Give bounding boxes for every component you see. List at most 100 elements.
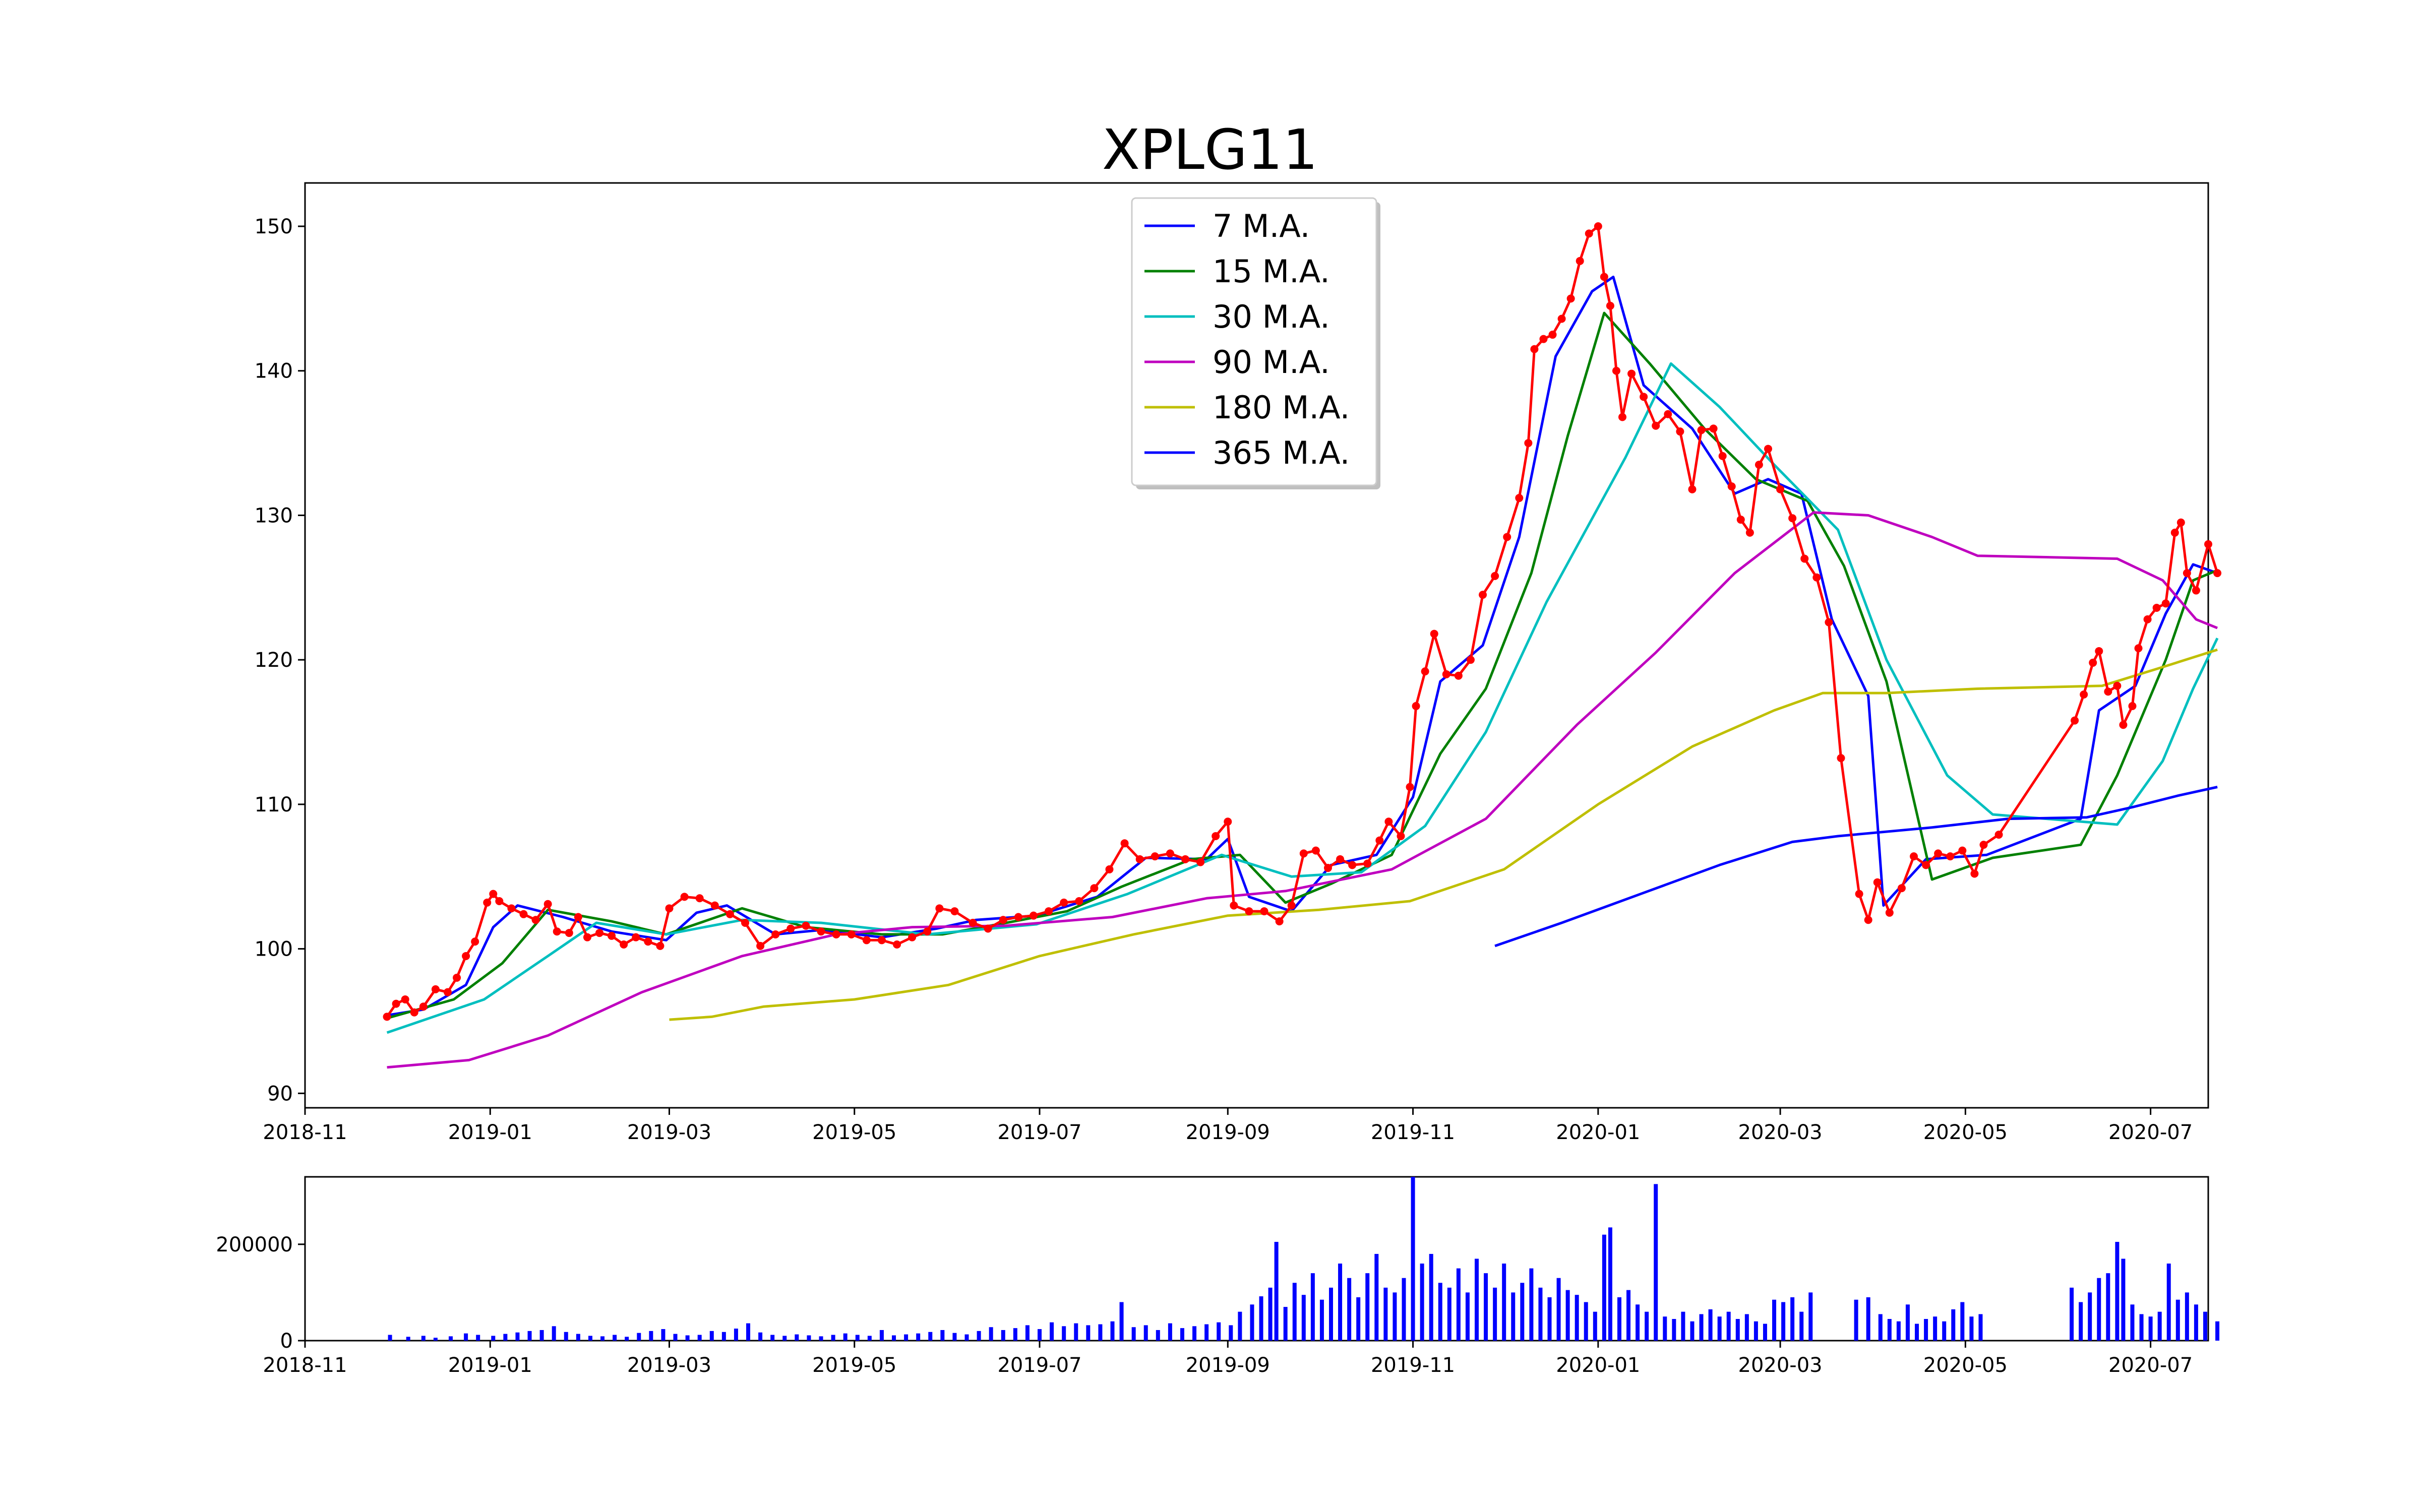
volume-bar: [989, 1327, 993, 1341]
volume-bar: [1484, 1273, 1488, 1341]
price-point: [1245, 907, 1253, 916]
volume-bar: [476, 1335, 480, 1341]
series-line-365-m-a: [1494, 786, 2218, 948]
price-point: [1688, 485, 1697, 493]
price-point: [1664, 410, 1672, 418]
price-point: [2213, 569, 2222, 578]
legend-label: 180 M.A.: [1213, 389, 1350, 426]
price-point: [2134, 644, 2143, 653]
volume-bar: [1204, 1324, 1209, 1341]
x-tick-label: 2019-09: [1186, 1354, 1270, 1377]
volume-x-ticks: 2018-11 2019-01 2019-03 2019-05 2019-07 2019-…: [263, 1341, 2193, 1377]
volume-bar: [1013, 1328, 1017, 1341]
price-point: [832, 930, 840, 938]
volume-bar: [1098, 1324, 1103, 1341]
volume-bar: [1292, 1283, 1297, 1341]
price-point: [1800, 554, 1809, 563]
y-tick-label: 90: [267, 1082, 293, 1105]
price-point: [756, 941, 765, 950]
volume-bar: [843, 1333, 848, 1341]
price-point: [565, 929, 573, 937]
volume-bar: [1617, 1297, 1621, 1341]
price-point: [2176, 518, 2185, 527]
volume-bar: [782, 1336, 787, 1341]
volume-bar: [1074, 1323, 1078, 1341]
volume-bar: [2079, 1302, 2083, 1341]
price-point: [2089, 658, 2097, 667]
price-point: [1363, 859, 1372, 868]
volume-bar: [661, 1329, 666, 1341]
volume-bar: [1915, 1324, 1919, 1341]
price-point: [2095, 647, 2103, 655]
volume-bar: [819, 1336, 823, 1341]
volume-bar: [1708, 1309, 1713, 1341]
volume-bar: [1735, 1318, 1740, 1341]
price-point: [1606, 301, 1614, 310]
price-point: [1909, 852, 1918, 861]
x-tick-label: 2020-01: [1556, 1354, 1640, 1377]
volume-bar: [613, 1335, 617, 1341]
volume-bar: [1924, 1318, 1928, 1341]
price-point: [2161, 599, 2170, 608]
price-point: [1287, 901, 1296, 910]
volume-bar: [1699, 1314, 1704, 1341]
volume-bar: [2215, 1321, 2220, 1341]
x-tick-label: 2019-11: [1371, 1354, 1455, 1377]
price-point: [893, 940, 901, 949]
price-point: [2204, 540, 2212, 548]
price-point: [1166, 849, 1174, 858]
volume-bar: [2106, 1273, 2110, 1341]
price-point: [741, 919, 750, 927]
price-point: [1503, 533, 1511, 541]
price-point: [2104, 687, 2112, 696]
price-point: [507, 904, 516, 913]
volume-bar: [1547, 1297, 1552, 1341]
volume-bar: [421, 1336, 426, 1341]
price-y-ticks: 90 100 110 120 130 140 150: [255, 215, 305, 1105]
volume-bar: [1283, 1307, 1288, 1341]
price-point: [1697, 426, 1706, 434]
volume-bar: [1556, 1278, 1561, 1341]
volume-bar: [940, 1330, 945, 1341]
price-point: [1922, 861, 1930, 869]
volume-bar: [709, 1331, 714, 1341]
volume-bar: [916, 1333, 921, 1341]
chart-title: XPLG11: [1102, 117, 1318, 182]
volume-bar: [464, 1333, 468, 1341]
price-point: [1776, 485, 1785, 493]
price-point: [1539, 335, 1548, 343]
x-tick-label: 2019-05: [812, 1121, 896, 1144]
volume-bar: [1896, 1321, 1901, 1341]
price-point: [1788, 514, 1797, 523]
volume-bar: [1854, 1299, 1858, 1341]
volume-bar: [697, 1335, 702, 1341]
price-point: [1060, 898, 1068, 907]
x-tick-label: 2020-07: [2108, 1354, 2193, 1377]
price-point: [1524, 439, 1533, 448]
volume-bar: [1502, 1264, 1506, 1341]
volume-bar: [649, 1331, 653, 1341]
price-point: [1736, 516, 1745, 524]
volume-bar: [1565, 1290, 1570, 1341]
x-tick-label: 2019-03: [627, 1121, 711, 1144]
price-point: [1576, 257, 1584, 265]
volume-bar: [1887, 1318, 1892, 1341]
price-point: [1479, 591, 1487, 599]
volume-bar: [539, 1330, 544, 1341]
price-point: [2152, 603, 2161, 612]
price-point: [1557, 314, 1566, 323]
price-point: [999, 916, 1007, 924]
volume-bar: [1180, 1328, 1184, 1341]
price-point: [725, 910, 734, 918]
price-point: [431, 985, 440, 993]
x-tick-label: 2018-11: [263, 1121, 347, 1144]
volume-bar: [1790, 1297, 1795, 1341]
x-tick-label: 2019-01: [448, 1354, 532, 1377]
y-tick-label: 110: [255, 793, 293, 816]
volume-bar: [1593, 1311, 1597, 1341]
legend-label: 90 M.A.: [1213, 344, 1330, 381]
volume-bar: [1654, 1184, 1658, 1341]
price-point: [1375, 836, 1384, 845]
price-point: [710, 901, 719, 910]
